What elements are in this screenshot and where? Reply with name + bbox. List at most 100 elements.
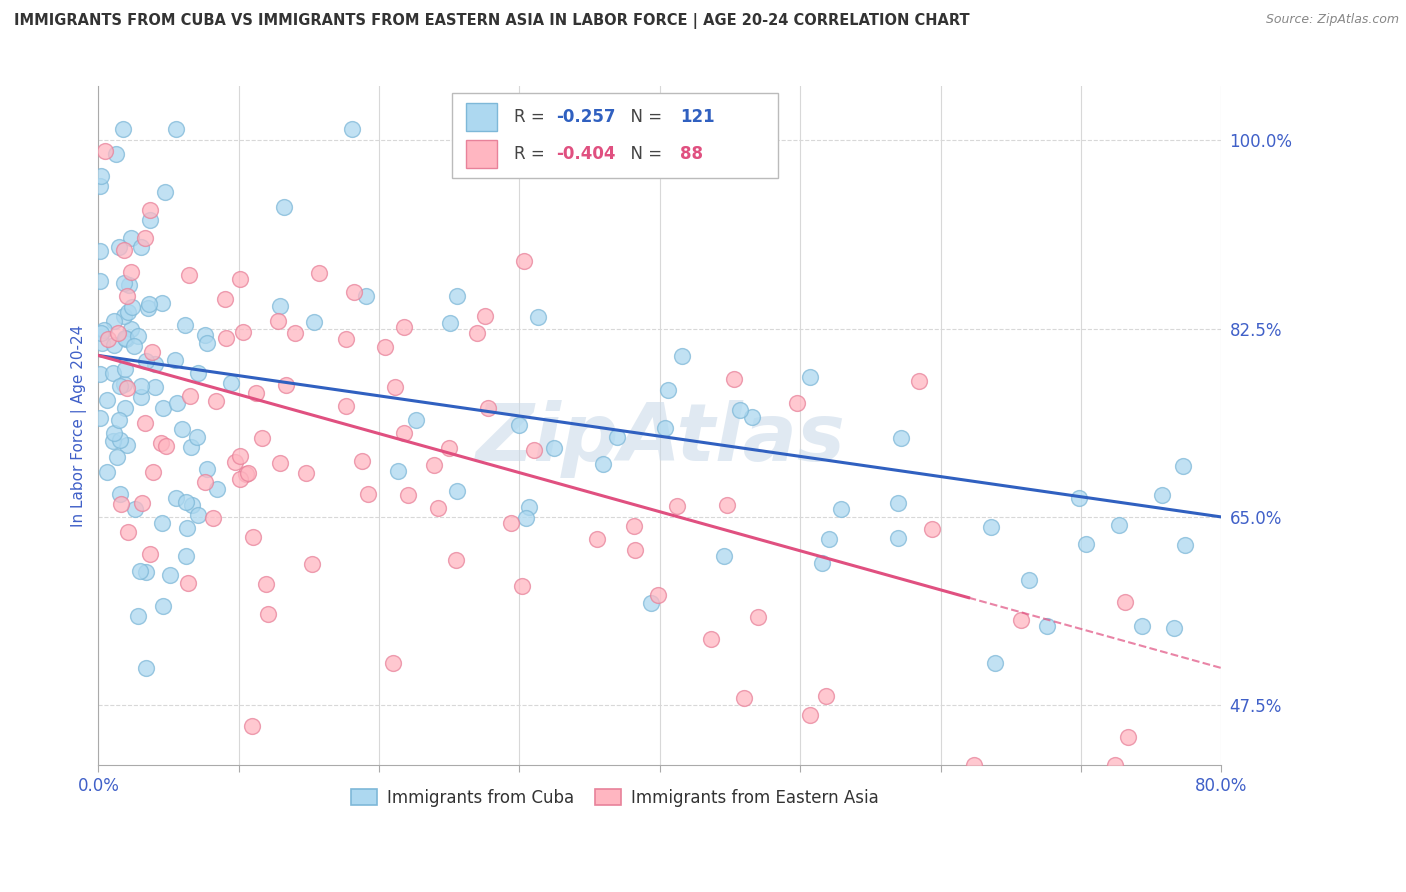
Point [195,462,218,476]
Point [181,498,204,512]
Point [962,757,984,772]
Point [747,610,769,624]
Point [187,366,209,380]
Point [186,430,208,444]
Point [335,332,357,346]
Point [387,464,409,478]
Point [187,508,209,522]
Point [890,432,912,446]
Point [446,483,468,498]
Point [108,433,131,447]
Point [103,314,125,328]
Point [129,564,152,578]
Text: IMMIGRANTS FROM CUBA VS IMMIGRANTS FROM EASTERN ASIA IN LABOR FORCE | AGE 20-24 : IMMIGRANTS FROM CUBA VS IMMIGRANTS FROM … [14,13,970,29]
Point [110,497,132,511]
Point [517,500,540,514]
Point [114,362,136,376]
Point [543,441,565,455]
Point [295,466,318,480]
Point [135,661,157,675]
Point [104,146,127,161]
Point [159,567,181,582]
Point [108,240,131,254]
Point [236,466,259,480]
Point [177,268,200,283]
Point [422,458,444,472]
Point [114,332,136,346]
Point [1171,459,1194,474]
Point [728,402,751,417]
Point [1174,538,1197,552]
Point [117,524,139,539]
Point [122,339,145,353]
Point [381,657,404,671]
Point [242,530,264,544]
Point [647,588,669,602]
Point [887,496,910,510]
Point [810,556,832,570]
Point [96,392,118,407]
Point [120,321,142,335]
Point [474,309,496,323]
Point [713,549,735,563]
Point [153,186,176,200]
Point [437,441,460,455]
Point [110,487,132,501]
Point [343,285,366,299]
Point [446,288,468,302]
Point [980,520,1002,534]
Point [150,296,173,310]
Point [127,328,149,343]
Point [700,632,723,647]
Point [118,278,141,293]
Point [335,400,357,414]
Point [112,244,135,258]
Point [657,384,679,398]
Point [170,421,193,435]
Point [215,331,238,345]
Point [799,369,821,384]
Point [165,352,187,367]
Point [114,331,136,345]
Point [887,531,910,545]
Point [1114,595,1136,609]
Point [586,532,609,546]
Point [501,516,523,531]
Point [252,431,274,445]
Point [245,385,267,400]
Point [117,305,139,319]
Point [269,456,291,470]
Point [224,454,246,468]
Point [1036,619,1059,633]
Point [477,401,499,416]
Point [135,565,157,579]
FancyBboxPatch shape [465,103,496,131]
Point [515,511,537,525]
Point [465,326,488,341]
Y-axis label: In Labor Force | Age 20-24: In Labor Force | Age 20-24 [72,325,87,526]
Point [1018,573,1040,587]
Point [120,231,142,245]
Point [138,212,160,227]
Point [405,413,427,427]
Point [112,310,135,324]
Point [396,488,419,502]
Point [135,354,157,368]
Point [142,465,165,479]
Point [666,499,689,513]
Point [129,240,152,254]
Point [90,169,112,184]
Text: Source: ZipAtlas.com: Source: ZipAtlas.com [1265,13,1399,27]
Text: N =: N = [620,108,668,126]
Point [96,465,118,479]
Point [1150,488,1173,502]
Point [984,657,1007,671]
Point [165,491,187,506]
Point [121,300,143,314]
Point [624,542,647,557]
Point [180,440,202,454]
Point [510,578,533,592]
Point [219,376,242,391]
Point [1010,613,1032,627]
Point [205,394,228,409]
